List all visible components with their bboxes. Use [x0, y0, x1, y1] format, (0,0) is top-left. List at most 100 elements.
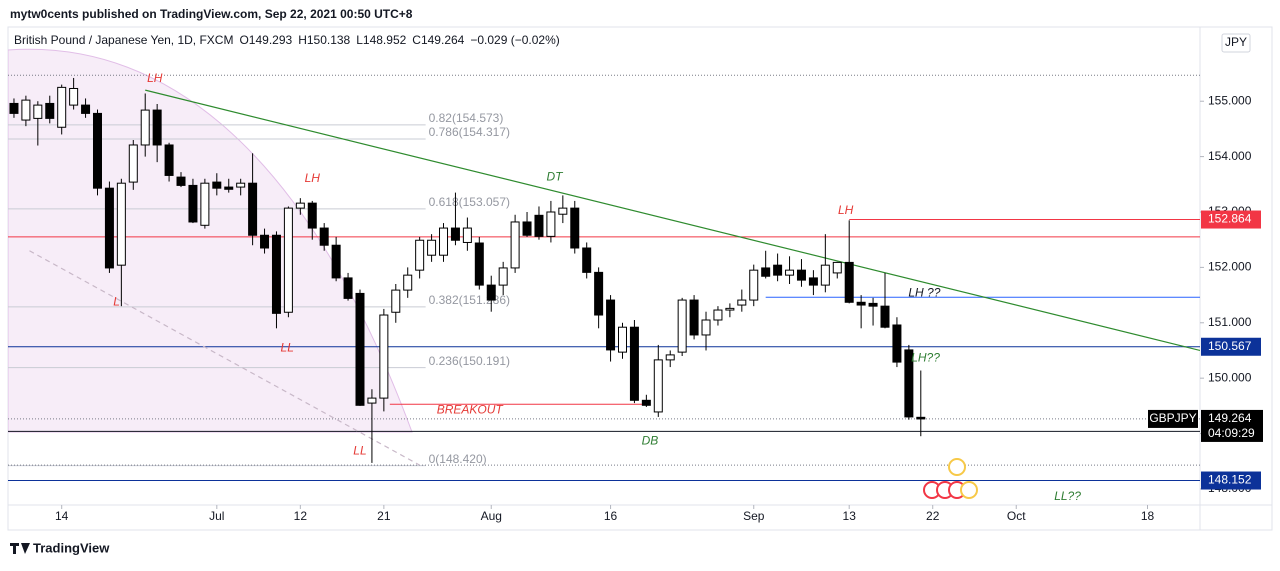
price-tag	[1201, 210, 1261, 229]
brand: TradingView	[33, 540, 110, 555]
candle-body	[892, 324, 902, 363]
publisher: mytw0cents published on TradingView.com,…	[10, 7, 413, 21]
annotation: LL	[353, 443, 366, 457]
x-tick-label: 22	[926, 509, 940, 523]
candle-body	[594, 271, 604, 316]
candle-body	[403, 274, 413, 291]
candle-body	[773, 264, 783, 276]
symbol: GBPJPY	[1149, 411, 1196, 425]
candle-body	[486, 284, 496, 301]
trend-line	[145, 89, 1200, 352]
price-tag-label: 152.864	[1208, 212, 1252, 226]
candle-body	[164, 144, 174, 176]
candle-body	[343, 277, 353, 299]
annotation: LH	[838, 203, 854, 217]
fib-label: 0.82(154.573)	[429, 111, 504, 125]
candle-body	[224, 186, 234, 190]
event-icon[interactable]	[948, 458, 966, 476]
x-tick-label: Oct	[1007, 509, 1026, 523]
annotation: LL	[281, 340, 294, 354]
candle-body	[200, 182, 210, 226]
candle-body	[665, 354, 675, 361]
annotation: BREAKOUT	[437, 402, 505, 416]
candle-body	[880, 305, 890, 328]
candle-body	[45, 102, 55, 119]
fib-label: 0.236(150.191)	[429, 354, 510, 368]
candle-body	[260, 234, 270, 249]
event-icon[interactable]	[960, 481, 978, 499]
candle-body	[546, 211, 556, 237]
candle-body	[749, 269, 759, 301]
candle-body	[617, 326, 627, 353]
candle-body	[176, 176, 186, 186]
candle-body	[606, 299, 616, 351]
candle-body	[236, 182, 246, 188]
candle-body	[104, 187, 114, 269]
candle-body	[522, 221, 532, 236]
candle-body	[534, 214, 544, 237]
candle-body	[701, 319, 711, 336]
candle-body	[427, 239, 437, 256]
candle-body	[904, 349, 914, 418]
y-tick-label: 154.000	[1208, 149, 1252, 163]
candle-body	[140, 109, 150, 146]
x-tick-label: Sep	[743, 509, 765, 523]
fib-label: 0.618(153.057)	[429, 195, 510, 209]
symbol-tag	[1148, 409, 1198, 428]
candle-body	[116, 182, 126, 266]
candle-body	[498, 267, 508, 286]
candle-body	[439, 227, 449, 256]
x-tick-label: Aug	[481, 509, 502, 523]
fib-label: 0.382(151.286)	[429, 293, 510, 307]
annotation: LH	[305, 171, 321, 185]
event-icons	[923, 458, 978, 499]
y-tick-label: 150.000	[1208, 370, 1252, 384]
candle-body	[152, 109, 162, 146]
dashed-line	[29, 250, 420, 466]
y-tick-label: 155.000	[1208, 93, 1252, 107]
price-tag-label: 150.567	[1208, 339, 1252, 353]
candle-body	[832, 261, 842, 274]
y-tick-label: 151.000	[1208, 315, 1252, 329]
candle-body	[9, 102, 19, 114]
candle-body	[415, 239, 425, 271]
candle-body	[570, 207, 580, 249]
candle-body	[689, 299, 699, 336]
candle-body	[271, 234, 281, 314]
candle-body	[582, 247, 592, 273]
annotation: L	[113, 294, 120, 308]
candle-body	[868, 302, 878, 307]
candle-body	[188, 184, 198, 223]
candle-body	[367, 397, 377, 404]
last-price-tag	[1201, 409, 1263, 442]
annotation: LH	[147, 71, 163, 85]
countdown: 04:09:29	[1208, 426, 1255, 440]
candle-body	[558, 207, 568, 215]
legend: British Pound / Japanese Yen, 1D, FXCM O1…	[14, 33, 560, 47]
candle-body	[379, 314, 389, 399]
candle-body	[21, 99, 31, 121]
candle-body	[796, 269, 806, 281]
candle-body	[283, 207, 293, 313]
fib-label: 0.786(154.317)	[429, 125, 510, 139]
candle-body	[820, 264, 830, 286]
candle-body	[307, 202, 317, 229]
price-tag	[1201, 337, 1261, 356]
candle-body	[355, 292, 365, 406]
candle-body	[33, 104, 43, 119]
x-tick-label: 16	[604, 509, 618, 523]
x-tick-label: 13	[843, 509, 857, 523]
tv-logo	[10, 543, 30, 554]
y-tick-label: 152.000	[1208, 260, 1252, 274]
currency-box[interactable]	[1221, 33, 1251, 53]
price-tag	[1201, 471, 1261, 490]
candle-body	[713, 309, 723, 321]
candle-body	[450, 227, 460, 241]
fib-label: 0(148.420)	[429, 452, 487, 466]
candle-body	[844, 261, 854, 303]
candle-body	[92, 112, 102, 189]
x-tick-label: 21	[377, 509, 391, 523]
x-tick-label: 14	[55, 509, 69, 523]
candle-body	[653, 359, 663, 413]
